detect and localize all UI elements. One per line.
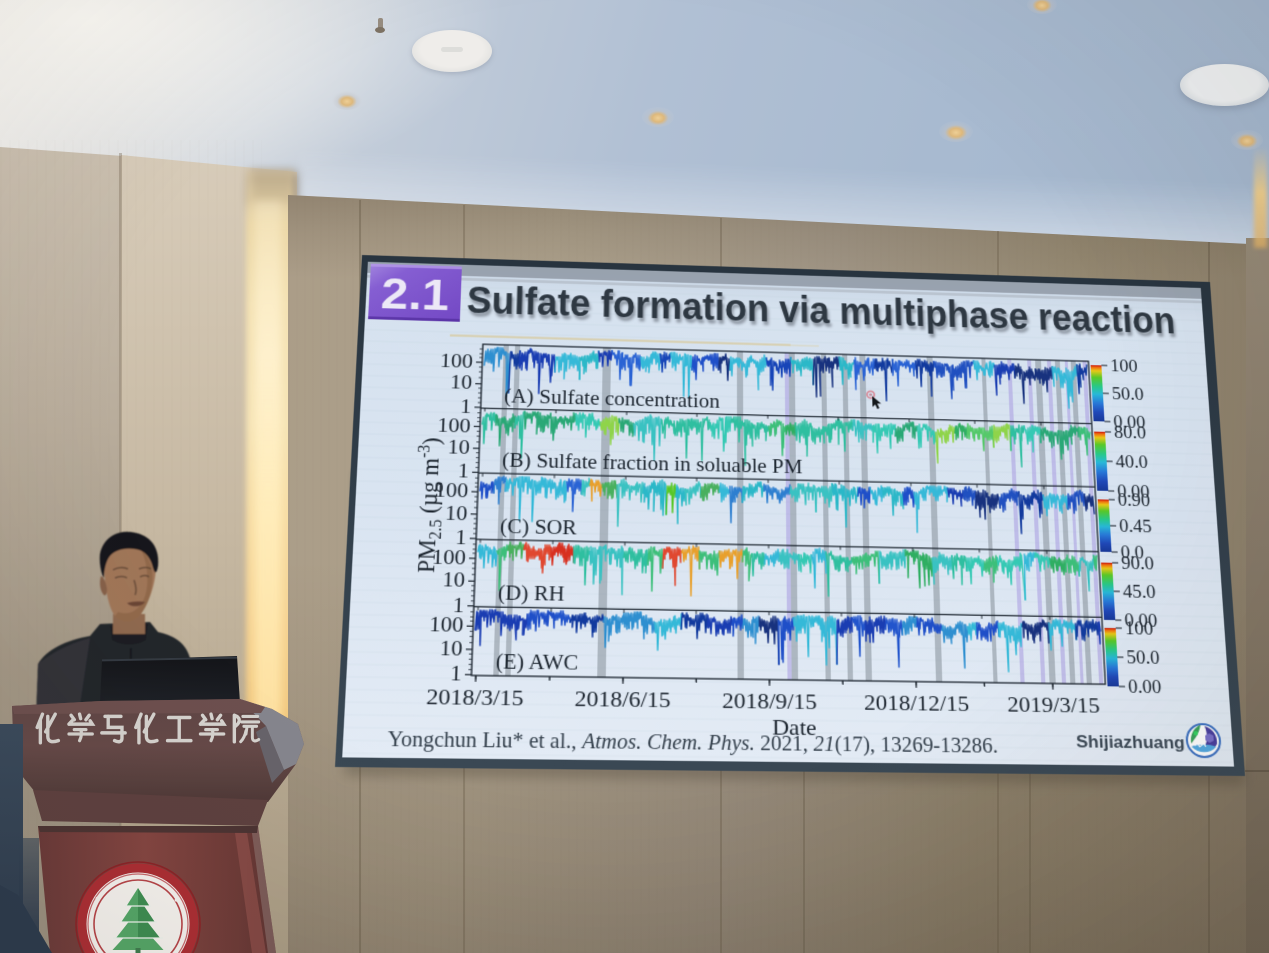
- svg-text:100: 100: [1110, 356, 1138, 376]
- svg-text:50.0: 50.0: [1126, 647, 1160, 668]
- svg-text:0.00: 0.00: [1117, 481, 1150, 501]
- svg-text:10: 10: [445, 502, 468, 525]
- svg-text:0.0: 0.0: [1120, 542, 1144, 562]
- svg-text:0.45: 0.45: [1119, 516, 1153, 536]
- svg-text:100: 100: [429, 614, 464, 638]
- svg-text:2018/6/15: 2018/6/15: [574, 686, 671, 713]
- svg-text:2.1: 2.1: [380, 268, 450, 320]
- svg-text:1: 1: [455, 527, 467, 550]
- svg-text:0.00: 0.00: [1128, 676, 1162, 697]
- svg-text:2019/3/15: 2019/3/15: [1007, 692, 1101, 718]
- svg-text:10: 10: [439, 637, 463, 661]
- svg-text:0.90: 0.90: [1117, 490, 1151, 510]
- svg-text:0.00: 0.00: [1124, 610, 1158, 631]
- svg-text:10: 10: [442, 569, 465, 592]
- svg-text:●: ●: [92, 894, 102, 903]
- svg-text:45.0: 45.0: [1122, 581, 1156, 602]
- svg-text:2018/9/15: 2018/9/15: [722, 688, 817, 715]
- svg-text:(D) RH: (D) RH: [498, 582, 565, 606]
- svg-text:(E) AWC: (E) AWC: [495, 651, 578, 675]
- svg-text:50.0: 50.0: [1111, 384, 1144, 404]
- svg-text:1: 1: [450, 663, 462, 687]
- svg-text:90.0: 90.0: [1121, 553, 1155, 574]
- svg-text:1: 1: [457, 461, 469, 483]
- svg-text:0.00: 0.00: [1113, 412, 1146, 432]
- svg-text:●: ●: [172, 896, 182, 905]
- svg-text:100: 100: [434, 480, 468, 503]
- svg-text:Date: Date: [772, 714, 817, 740]
- svg-text:10: 10: [450, 372, 473, 394]
- svg-text:Shijiazhuang: Shijiazhuang: [1076, 732, 1186, 753]
- svg-text:40.0: 40.0: [1115, 452, 1148, 472]
- svg-text:100: 100: [437, 414, 471, 437]
- svg-text:100: 100: [1124, 618, 1153, 639]
- svg-text:2018/3/15: 2018/3/15: [426, 684, 524, 711]
- svg-text:80.0: 80.0: [1113, 422, 1146, 442]
- svg-text:100: 100: [440, 350, 474, 372]
- svg-text:1: 1: [460, 396, 472, 418]
- svg-text:(C) SOR: (C) SOR: [500, 515, 578, 539]
- svg-text:100: 100: [432, 546, 467, 569]
- svg-text:10: 10: [447, 437, 470, 459]
- svg-text:2018/12/15: 2018/12/15: [864, 690, 970, 717]
- svg-text:1: 1: [452, 594, 464, 617]
